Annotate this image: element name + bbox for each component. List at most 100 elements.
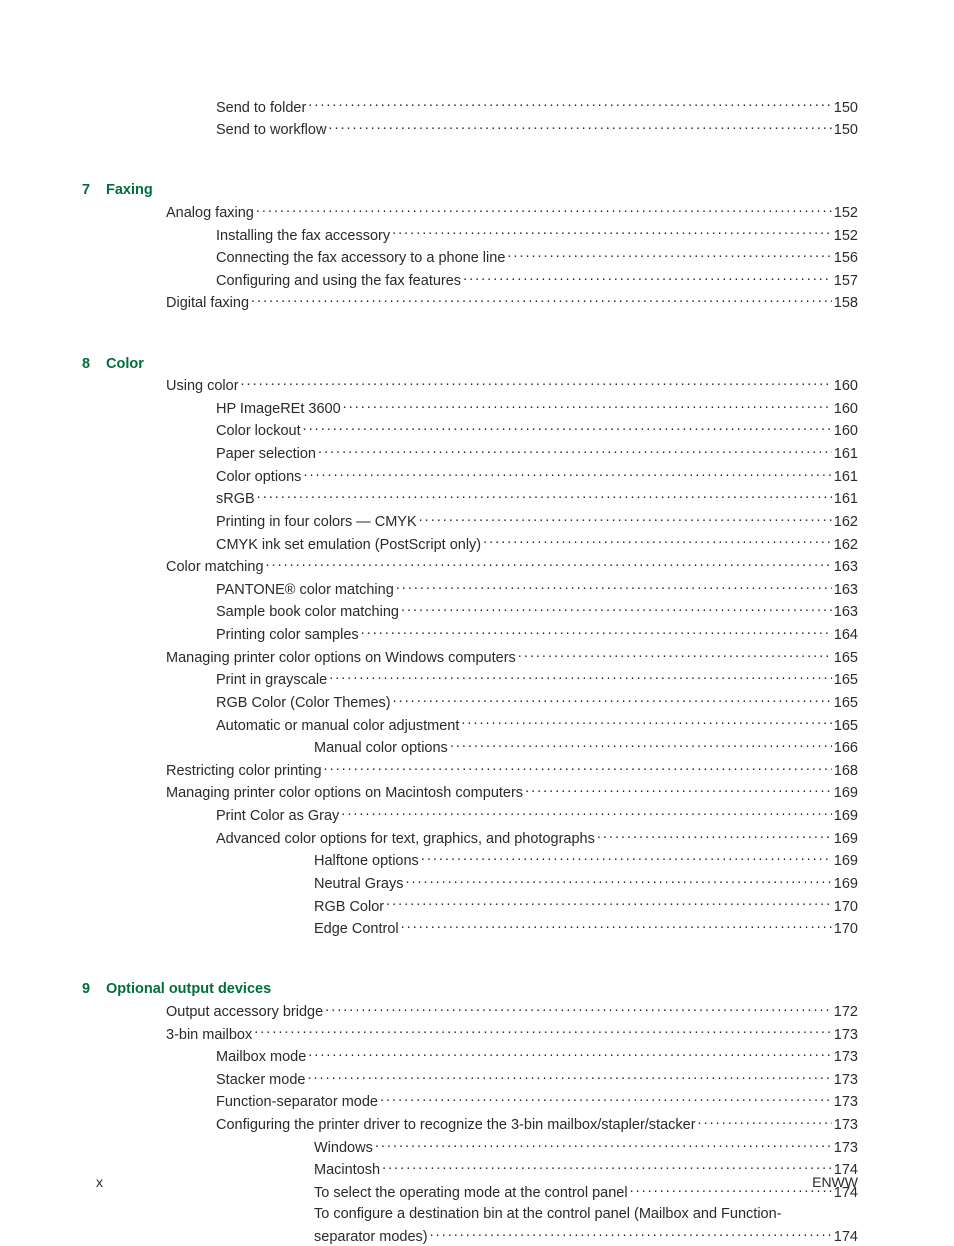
toc-leaders — [239, 376, 832, 391]
toc-entry-page: 160 — [832, 422, 858, 440]
toc-leaders — [417, 511, 832, 526]
toc-entry-page: 169 — [832, 807, 858, 825]
toc-entry-page: 160 — [832, 377, 858, 395]
toc-leaders — [359, 625, 832, 640]
toc-entry[interactable]: Send to workflow 150 — [216, 120, 858, 140]
toc-entry-page: 166 — [832, 739, 858, 757]
toc-entry-label: Configuring the printer driver to recogn… — [216, 1116, 696, 1134]
toc-entry[interactable]: Edge Control 170 — [314, 919, 858, 939]
toc-entry-page: 163 — [832, 558, 858, 576]
toc-entry[interactable]: PANTONE® color matching 163 — [216, 579, 858, 599]
footer-right-text: ENWW — [812, 1174, 858, 1192]
toc-entry-label: Windows — [314, 1139, 373, 1157]
toc-entry[interactable]: Printing color samples 164 — [216, 625, 858, 645]
toc-entry[interactable]: Configuring the printer driver to recogn… — [216, 1115, 858, 1135]
toc-entry[interactable]: Color matching 163 — [166, 557, 858, 577]
toc-entry[interactable]: Managing printer color options on Macint… — [166, 783, 858, 803]
toc-entry-page: 161 — [832, 468, 858, 486]
toc-entry[interactable]: Windows 173 — [314, 1137, 858, 1157]
toc-entry-page: 163 — [832, 581, 858, 599]
toc-leaders — [306, 97, 832, 112]
toc-entry[interactable]: Output accessory bridge 172 — [166, 1001, 858, 1021]
toc-entry[interactable]: Connecting the fax accessory to a phone … — [216, 248, 858, 268]
section-heading[interactable]: 9Optional output devices — [82, 980, 858, 998]
toc-entry[interactable]: Color lockout 160 — [216, 421, 858, 441]
toc-entry[interactable]: Sample book color matching 163 — [216, 602, 858, 622]
toc-entry-label: Manual color options — [314, 739, 448, 757]
toc-entry[interactable]: Send to folder 150 — [216, 97, 858, 117]
toc-entry[interactable]: CMYK ink set emulation (PostScript only)… — [216, 534, 858, 554]
toc-entry[interactable]: Color options 161 — [216, 466, 858, 486]
toc-leaders — [341, 398, 832, 413]
toc-entry-page: 173 — [832, 1071, 858, 1089]
section-number: 9 — [82, 980, 100, 998]
toc-entry-page: 152 — [832, 204, 858, 222]
toc-entry[interactable]: Printing in four colors — CMYK 162 — [216, 511, 858, 531]
toc-entry[interactable]: Configuring and using the fax features 1… — [216, 270, 858, 290]
toc-entry-label: Configuring and using the fax features — [216, 272, 461, 290]
toc-entry-label: Stacker mode — [216, 1071, 305, 1089]
toc-entry[interactable]: HP ImageREt 3600 160 — [216, 398, 858, 418]
toc-entry-page: 165 — [832, 649, 858, 667]
toc-entry-label: Send to workflow — [216, 121, 326, 139]
toc-entry[interactable]: RGB Color 170 — [314, 896, 858, 916]
toc-entry-page: 169 — [832, 830, 858, 848]
section-heading[interactable]: 8Color — [82, 355, 858, 373]
toc-entry[interactable]: Using color 160 — [166, 376, 858, 396]
toc-leaders — [327, 670, 832, 685]
toc-entry-label: separator modes) — [314, 1228, 428, 1246]
toc-entry[interactable]: separator modes) 174 — [314, 1226, 858, 1246]
toc-entry-page: 162 — [832, 513, 858, 531]
toc-entry-label: PANTONE® color matching — [216, 581, 394, 599]
toc-entry[interactable]: Restricting color printing 168 — [166, 760, 858, 780]
toc-entry[interactable]: Print in grayscale 165 — [216, 670, 858, 690]
toc-entry[interactable]: Function-separator mode 173 — [216, 1092, 858, 1112]
toc-entry-label: Color matching — [166, 558, 264, 576]
toc-entry[interactable]: Stacker mode 173 — [216, 1069, 858, 1089]
toc-entry-label: Digital faxing — [166, 294, 249, 312]
toc-entry[interactable]: Automatic or manual color adjustment 165 — [216, 715, 858, 735]
toc-entry[interactable]: RGB Color (Color Themes) 165 — [216, 692, 858, 712]
toc-leaders — [323, 1001, 832, 1016]
toc-leaders — [301, 421, 832, 436]
top-entries: Send to folder 150 Send to workflow 150 — [82, 97, 858, 139]
toc-entry-page: 172 — [832, 1003, 858, 1021]
toc-entry[interactable]: Print Color as Gray 169 — [216, 806, 858, 826]
toc-entry-page: 173 — [832, 1093, 858, 1111]
toc-entry-page: 161 — [832, 490, 858, 508]
toc-entry[interactable]: Neutral Grays 169 — [314, 873, 858, 893]
toc-entry-label: Color lockout — [216, 422, 301, 440]
toc-entry[interactable]: To configure a destination bin at the co… — [314, 1205, 858, 1223]
toc-entry[interactable]: Manual color options 166 — [314, 738, 858, 758]
toc-entry-page: 165 — [832, 671, 858, 689]
toc-entry[interactable]: 3-bin mailbox 173 — [166, 1024, 858, 1044]
toc-leaders — [252, 1024, 832, 1039]
toc-entry[interactable]: Advanced color options for text, graphic… — [216, 828, 858, 848]
toc-leaders — [301, 466, 831, 481]
toc-entry[interactable]: sRGB 161 — [216, 489, 858, 509]
toc-entry-page: 169 — [832, 784, 858, 802]
toc-entry-page: 163 — [832, 603, 858, 621]
toc-entry-label: CMYK ink set emulation (PostScript only) — [216, 536, 481, 554]
toc-entry-page: 170 — [832, 898, 858, 916]
toc-entry[interactable]: Digital faxing 158 — [166, 293, 858, 313]
toc-leaders — [399, 602, 832, 617]
toc-entry[interactable]: Mailbox mode 173 — [216, 1047, 858, 1067]
toc-entry[interactable]: Paper selection 161 — [216, 444, 858, 464]
toc-entry-label: To configure a destination bin at the co… — [314, 1205, 782, 1223]
toc-entry-page: 173 — [832, 1048, 858, 1066]
toc-leaders — [380, 1160, 832, 1175]
toc-leaders — [305, 1069, 831, 1084]
section-number: 8 — [82, 355, 100, 373]
toc-entry[interactable]: Installing the fax accessory 152 — [216, 225, 858, 245]
section-heading[interactable]: 7Faxing — [82, 181, 858, 199]
toc-leaders — [505, 248, 831, 263]
toc-entry-label: Installing the fax accessory — [216, 227, 390, 245]
toc-entry-label: Mailbox mode — [216, 1048, 306, 1066]
toc-entry-label: Analog faxing — [166, 204, 254, 222]
toc-entry[interactable]: Halftone options 169 — [314, 851, 858, 871]
toc-entry[interactable]: Analog faxing 152 — [166, 202, 858, 222]
toc-entry[interactable]: Managing printer color options on Window… — [166, 647, 858, 667]
section-number: 7 — [82, 181, 100, 199]
toc-sections: 7Faxing Analog faxing 152 Installing the f… — [82, 181, 858, 1246]
